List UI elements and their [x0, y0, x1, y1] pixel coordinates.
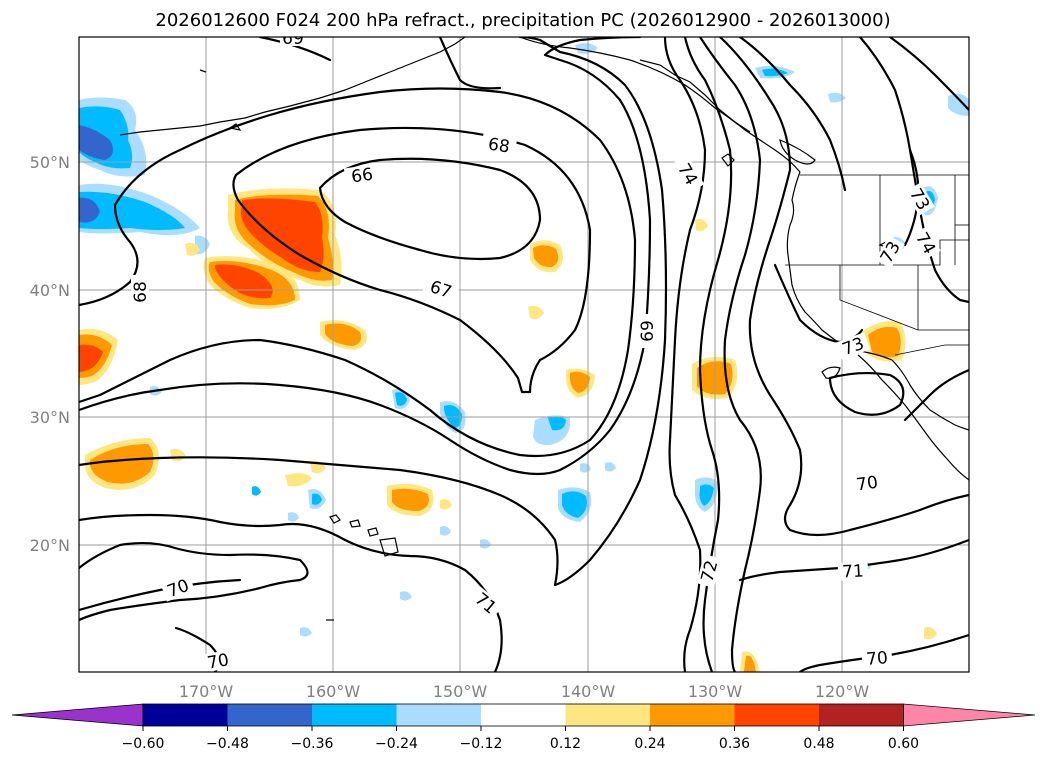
- lat-label: 40°N: [30, 281, 70, 300]
- colorbar-ticks: −0.60 −0.48 −0.36 −0.24 −0.12 0.12 0.24 0.36 0.4…: [122, 726, 919, 752]
- contour-label: 70: [865, 648, 888, 670]
- lon-label: 120°W: [815, 682, 870, 701]
- colorbar-outline: [142, 703, 904, 727]
- colorbar-tick-label: −0.36: [291, 736, 334, 752]
- contour-label: 71: [842, 561, 865, 582]
- map-title: 2026012600 F024 200 hPa refract., precip…: [155, 10, 890, 31]
- colorbar-tick-label: 0.60: [888, 736, 919, 752]
- colorbar-segment: [481, 704, 566, 726]
- colorbar-segment: [819, 704, 904, 726]
- map-content: 69 68 66 67 68 69 74 73 74 73 73 70 70: [79, 29, 969, 673]
- contour-label: 70: [206, 650, 231, 673]
- contour-label: 69: [638, 320, 658, 342]
- colorbar-tick-label: 0.24: [634, 736, 665, 752]
- colorbar-segment: [396, 704, 482, 726]
- lon-label: 150°W: [433, 682, 488, 701]
- lon-label: 170°W: [179, 682, 234, 701]
- map-frame: [78, 36, 970, 673]
- colorbar-tick-label: 0.36: [719, 736, 750, 752]
- colorbar-segment: [650, 704, 735, 726]
- lon-label: 130°W: [688, 682, 743, 701]
- colorbar-tick-label: 0.48: [803, 736, 834, 752]
- contour-label: 68: [131, 281, 151, 303]
- colorbar-tick-label: −0.60: [122, 736, 165, 752]
- map-background: [79, 37, 969, 672]
- colorbar-segment: [143, 704, 228, 726]
- contour-lines: [79, 37, 969, 672]
- contour-label: 70: [855, 473, 879, 496]
- colorbar-extend-min: [11, 703, 144, 727]
- lat-label: 20°N: [30, 536, 70, 555]
- contour-label: 66: [350, 165, 374, 188]
- colorbar-segment: [565, 704, 651, 726]
- colorbar-tick-label: −0.24: [375, 736, 418, 752]
- latitude-labels: 50°N 40°N 30°N 20°N: [30, 153, 70, 555]
- longitude-labels: 170°W 160°W 150°W 140°W 130°W 120°W: [179, 682, 870, 701]
- lon-label: 160°W: [306, 682, 361, 701]
- lat-label: 30°N: [30, 408, 70, 427]
- colorbar: [11, 703, 1036, 727]
- colorbar-tick-label: −0.12: [460, 736, 503, 752]
- contour-label: 69: [282, 29, 304, 49]
- colorbar-segment: [227, 704, 313, 726]
- contour-label: 68: [487, 135, 511, 158]
- political-borders: [785, 174, 969, 356]
- colorbar-tick-label: 0.12: [550, 736, 581, 752]
- lat-label: 50°N: [30, 153, 70, 172]
- colorbar-segment: [734, 704, 820, 726]
- colorbar-tick-label: −0.48: [206, 736, 249, 752]
- lon-label: 140°W: [561, 682, 616, 701]
- colorbar-extend-max: [903, 703, 1036, 727]
- colorbar-segment: [312, 704, 397, 726]
